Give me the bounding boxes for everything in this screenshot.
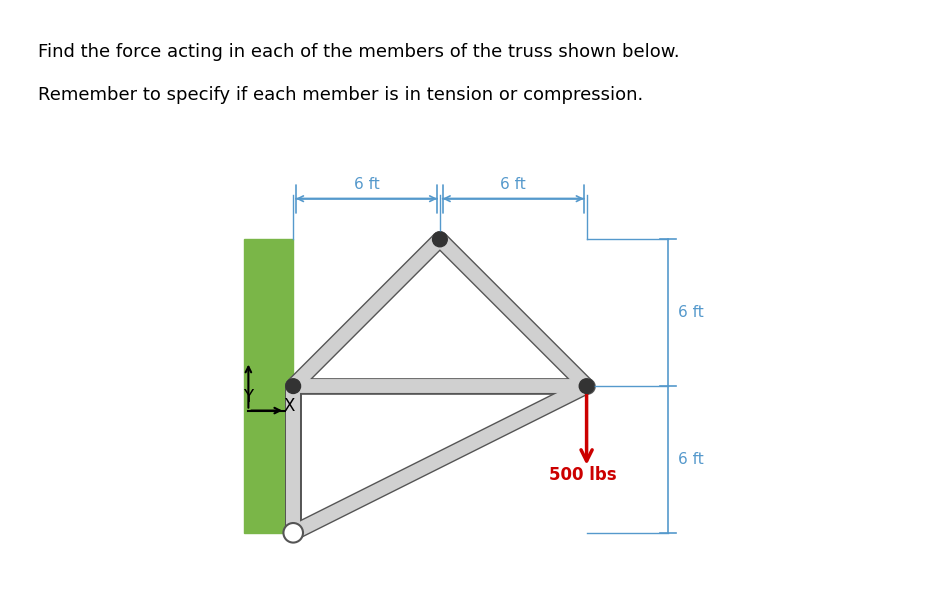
Text: 6 ft: 6 ft [677,452,703,467]
Circle shape [286,525,300,540]
Text: 6 ft: 6 ft [499,177,526,192]
Text: 500 lbs: 500 lbs [548,466,615,484]
Text: 6 ft: 6 ft [677,305,703,320]
Text: 6 ft: 6 ft [353,177,379,192]
Bar [244,240,293,533]
Circle shape [579,379,593,394]
Text: Remember to specify if each member is in tension or compression.: Remember to specify if each member is in… [38,86,642,104]
Text: X: X [283,397,295,414]
Text: Y: Y [243,389,253,406]
Text: Find the force acting in each of the members of the truss shown below.: Find the force acting in each of the mem… [38,43,679,61]
Circle shape [286,379,300,394]
Circle shape [432,232,447,247]
Circle shape [283,523,303,543]
